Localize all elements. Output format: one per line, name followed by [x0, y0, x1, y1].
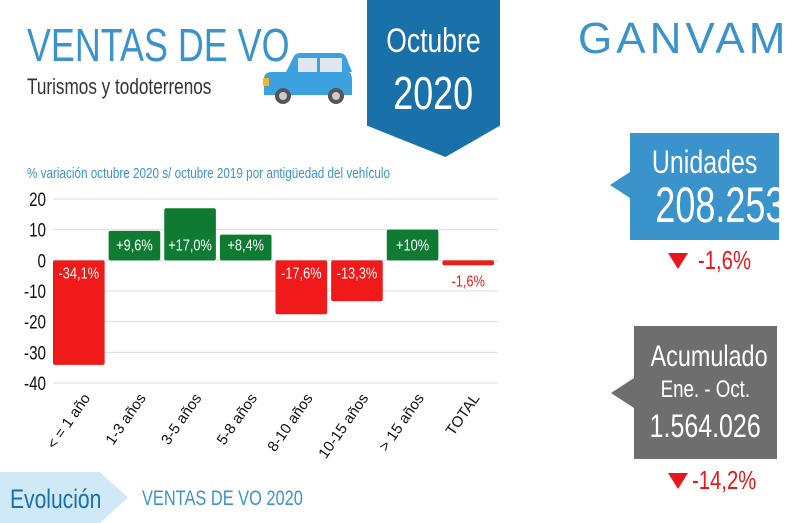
x-tick-label: < = 1 año [44, 391, 94, 453]
x-tick-label: 10-15 años [315, 391, 372, 462]
data-label: +17,0% [168, 237, 212, 255]
cum-period: Ene. - Oct. [660, 376, 751, 403]
y-tick-label: 0 [38, 250, 46, 272]
page-title: VENTAS DE VO [27, 19, 290, 71]
data-label: -17,6% [281, 265, 322, 283]
units-down-triangle-icon [668, 253, 688, 269]
bar [275, 260, 328, 315]
y-tick-label: 20 [29, 188, 46, 210]
section-title: VENTAS DE VO 2020 [142, 487, 303, 510]
cum-value: 1.564.026 [649, 408, 762, 444]
x-tick-label: 3-5 años [158, 391, 205, 449]
y-tick-label: -10 [24, 280, 46, 302]
cum-callout-box [611, 326, 777, 459]
units-callout-box [610, 133, 779, 240]
cum-label: Acumulado [650, 340, 768, 373]
data-label: +8,4% [227, 237, 264, 255]
month-label: Octubre [386, 22, 481, 60]
bar [53, 260, 105, 365]
x-tick-label: 5-8 años [214, 391, 261, 449]
x-tick-label: 1-3 años [102, 391, 149, 449]
page-subtitle: Turismos y todoterrenos [27, 74, 212, 99]
x-tick-label: TOTAL [443, 391, 484, 439]
bar [219, 234, 272, 261]
x-tick-label: > 15 años [376, 391, 428, 455]
cum-delta: -14,2% [692, 465, 757, 495]
year-label: 2020 [393, 67, 474, 119]
data-label: -34,1% [59, 265, 100, 283]
y-tick-label: -30 [24, 342, 46, 364]
data-label: -1,6% [451, 273, 485, 291]
evolution-label[interactable]: Evolución [10, 484, 102, 514]
data-label: +10% [396, 237, 429, 255]
month-banner: Octubre 2020 [367, 0, 500, 157]
cum-down-triangle-icon [668, 473, 688, 489]
bar [442, 260, 494, 266]
evolution-tab[interactable] [0, 472, 128, 523]
x-tick-label: 8-10 años [264, 391, 316, 455]
bar [386, 229, 439, 261]
bar [108, 230, 161, 261]
bar [164, 208, 216, 261]
chart-title: % variación octubre 2020 s/ octubre 2019… [27, 165, 390, 182]
ganvam-logo: GANVAM [578, 14, 790, 63]
units-label: Unidades [651, 144, 758, 180]
bar [331, 260, 383, 302]
units-delta: -1,6% [698, 245, 751, 275]
y-tick-label: -40 [24, 372, 46, 394]
data-label: +9,6% [116, 237, 153, 255]
y-tick-label: -20 [24, 311, 46, 333]
units-value: 208.253 [655, 177, 786, 233]
data-label: -13,3% [337, 265, 378, 283]
car-icon [263, 53, 352, 104]
y-tick-label: 10 [29, 219, 46, 241]
